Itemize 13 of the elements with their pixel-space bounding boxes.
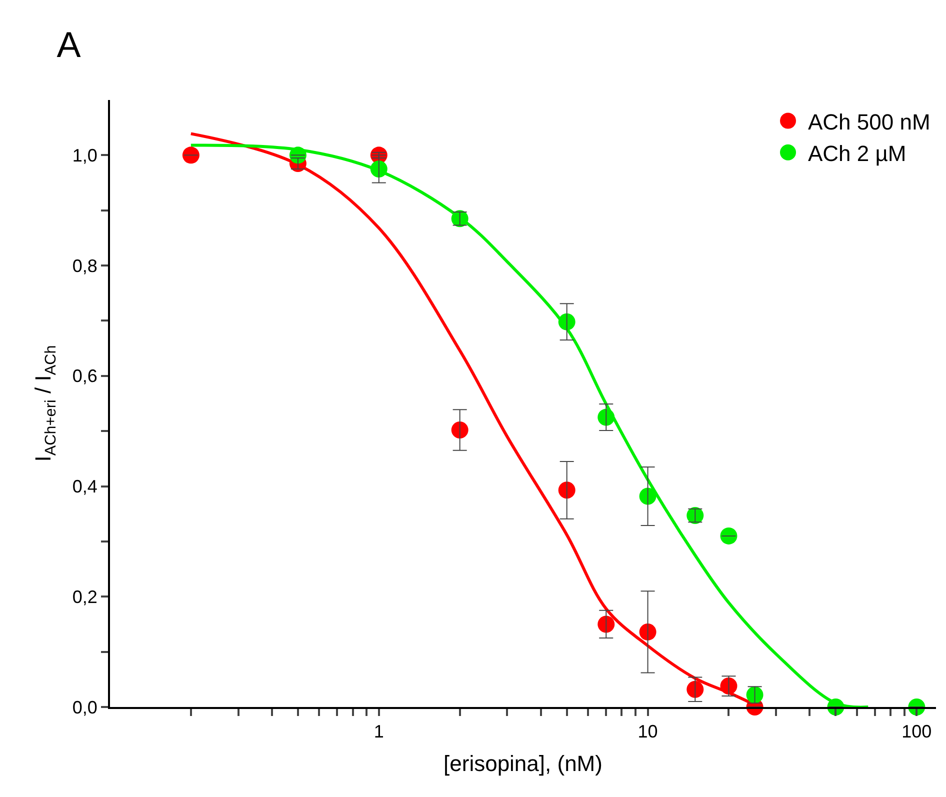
- x-tick-label: 100: [902, 722, 932, 742]
- y-tick-label: 1,0: [72, 145, 98, 166]
- y-tick-label: 0,6: [72, 366, 98, 386]
- x-tick-label: 10: [638, 722, 658, 742]
- x-axis-title: [erisopina], (nM): [444, 751, 602, 776]
- legend-label: ACh 2 µM: [808, 140, 906, 166]
- chart-title: A: [56, 24, 81, 66]
- y-tick-label: 0,2: [72, 586, 98, 607]
- y-tick-label: 0,0: [72, 697, 98, 718]
- y-tick-label: 0,8: [72, 256, 98, 276]
- y-tick-label: 0,4: [72, 476, 98, 497]
- x-tick-label: 1: [374, 722, 384, 742]
- legend-label: ACh 500 nM: [808, 109, 930, 134]
